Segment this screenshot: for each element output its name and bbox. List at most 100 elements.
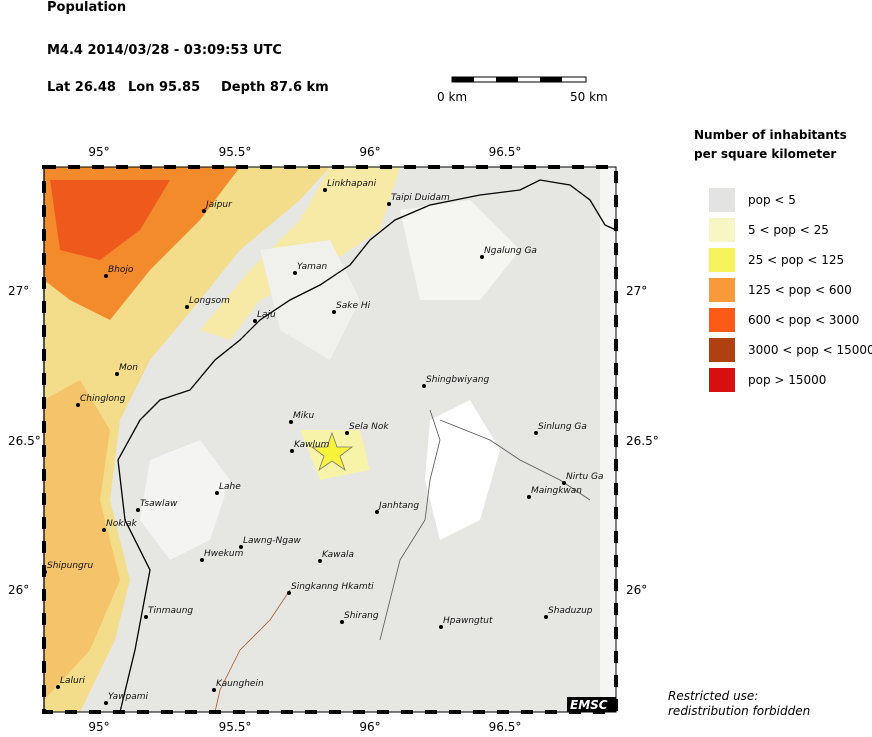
city-dot bbox=[212, 688, 216, 692]
city-dot bbox=[375, 510, 379, 514]
legend-swatch bbox=[709, 368, 735, 392]
lon-label: 95.5° bbox=[219, 145, 252, 159]
city-dot bbox=[56, 685, 60, 689]
city-label: Yaman bbox=[297, 262, 327, 272]
city-label: Yawpami bbox=[108, 692, 149, 702]
city-label: Longsom bbox=[189, 296, 230, 306]
city-dot bbox=[544, 615, 548, 619]
city-label: Miku bbox=[293, 411, 314, 421]
city-dot bbox=[562, 481, 566, 485]
event: M4.4 2014/03/28 - 03:09:53 UTC bbox=[47, 43, 282, 58]
lon-label: 95° bbox=[88, 720, 109, 733]
city-dot bbox=[239, 545, 243, 549]
city-label: Sela Nok bbox=[349, 422, 389, 432]
legend-label: pop < 5 bbox=[748, 193, 796, 207]
city-dot bbox=[289, 420, 293, 424]
legend-label: 125 < pop < 600 bbox=[748, 283, 852, 297]
lon-label: 96° bbox=[359, 145, 380, 159]
city-dot bbox=[340, 620, 344, 624]
lat-label: 26° bbox=[8, 583, 29, 597]
lat-label: 26.5° bbox=[8, 434, 41, 448]
city-label: Shirang bbox=[344, 611, 379, 621]
city-dot bbox=[76, 403, 80, 407]
city-label: Jaipur bbox=[204, 200, 233, 210]
city-label: Sake Hi bbox=[336, 301, 371, 311]
city-dot bbox=[422, 384, 426, 388]
legend-swatch bbox=[709, 278, 735, 302]
city-dot bbox=[144, 615, 148, 619]
city-label: Lawng-Ngaw bbox=[243, 536, 302, 546]
legend-swatch bbox=[709, 338, 735, 362]
city-label: Maingkwan bbox=[531, 486, 582, 496]
legend-label: 600 < pop < 3000 bbox=[748, 313, 859, 327]
city-dot bbox=[387, 202, 391, 206]
city-dot bbox=[345, 431, 349, 435]
city-label: Hwekum bbox=[204, 549, 244, 559]
lon: Lon 95.85 bbox=[128, 80, 200, 95]
city-label: Bhojo bbox=[108, 265, 134, 275]
city-dot bbox=[287, 591, 291, 595]
city-label: Linkhapani bbox=[327, 179, 377, 189]
city-dot bbox=[104, 701, 108, 705]
city-dot bbox=[136, 508, 140, 512]
lon-label: 96.5° bbox=[489, 720, 522, 733]
legend-swatch bbox=[709, 218, 735, 242]
city-dot bbox=[200, 558, 204, 562]
lon-label: 95.5° bbox=[219, 720, 252, 733]
epicenter bbox=[310, 431, 354, 472]
title: Population bbox=[47, 0, 126, 15]
scale-bar bbox=[451, 76, 587, 83]
city-label: Kaunghein bbox=[216, 679, 264, 689]
city-label: Taipi Duidam bbox=[391, 193, 450, 203]
legend-label: 5 < pop < 25 bbox=[748, 223, 829, 237]
city-dot bbox=[185, 305, 189, 309]
legend-title: Number of inhabitants bbox=[694, 128, 847, 142]
credit: EMSC bbox=[570, 698, 608, 712]
city-dot bbox=[332, 310, 336, 314]
city-dot bbox=[102, 528, 106, 532]
city-dot bbox=[104, 274, 108, 278]
city-dot bbox=[480, 255, 484, 259]
city-label: Nirtu Ga bbox=[566, 472, 604, 482]
legend-label: 25 < pop < 125 bbox=[748, 253, 844, 267]
legend-swatch bbox=[709, 188, 735, 212]
depth: Depth 87.6 km bbox=[221, 80, 329, 95]
city-dot bbox=[290, 449, 294, 453]
city-label: Ngalung Ga bbox=[484, 246, 537, 256]
legend-swatch bbox=[709, 308, 735, 332]
city-dot bbox=[115, 372, 119, 376]
city-label: Noklak bbox=[106, 519, 137, 529]
legend-title: per square kilometer bbox=[694, 147, 836, 161]
city-label: Shingbwiyang bbox=[426, 375, 489, 385]
scale-start: 0 km bbox=[437, 90, 467, 104]
city-label: Singkanng Hkamti bbox=[291, 582, 374, 592]
lon-label: 96.5° bbox=[489, 145, 522, 159]
city-dot bbox=[323, 188, 327, 192]
city-label: Sinlung Ga bbox=[538, 422, 587, 432]
city-dot bbox=[215, 491, 219, 495]
lat-label: 27° bbox=[8, 284, 29, 298]
city-label: Kawala bbox=[322, 550, 354, 560]
notice: Restricted use: bbox=[668, 689, 758, 703]
city-dot bbox=[534, 431, 538, 435]
city-label: Laju bbox=[257, 310, 276, 320]
legend-swatch bbox=[709, 248, 735, 272]
city-label: Shipungru bbox=[47, 561, 93, 571]
city-label: Tinmaung bbox=[148, 606, 193, 616]
city-dot bbox=[318, 559, 322, 563]
lat-label: 27° bbox=[626, 284, 647, 298]
lat: Lat 26.48 bbox=[47, 80, 116, 95]
city-label: Lahe bbox=[219, 482, 241, 492]
city-label: Tsawlaw bbox=[140, 499, 178, 509]
city-label: Hpawngtut bbox=[443, 616, 493, 626]
city-label: Mon bbox=[119, 363, 138, 373]
scale-end: 50 km bbox=[570, 90, 608, 104]
city-dot bbox=[253, 319, 257, 323]
city-label: Laluri bbox=[60, 676, 85, 686]
city-dot bbox=[43, 570, 47, 574]
city-label: Janhtang bbox=[377, 501, 419, 511]
legend-label: 3000 < pop < 15000 bbox=[748, 343, 872, 357]
city-label: Shaduzup bbox=[548, 606, 593, 616]
